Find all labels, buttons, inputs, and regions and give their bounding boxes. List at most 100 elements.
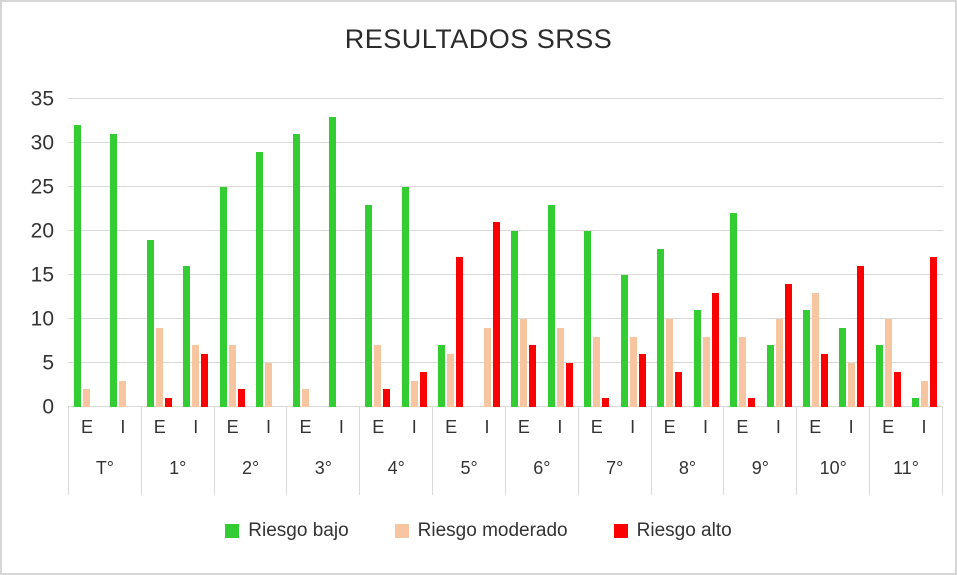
x-group-label: 4°: [387, 458, 405, 478]
y-tick-label: 30: [30, 131, 54, 155]
bar-riesgo-alto: [201, 354, 209, 407]
bar-riesgo-bajo: [146, 239, 154, 407]
x-subgroup-label: I: [775, 417, 781, 437]
bar-riesgo-bajo: [839, 327, 847, 407]
x-axis-cell-4: E I 4°: [359, 407, 432, 495]
bar-riesgo-moderado: [119, 380, 127, 407]
bar-riesgo-bajo: [183, 266, 191, 407]
x-subgroup-label: I: [120, 417, 126, 437]
y-tick-label: 35: [30, 87, 54, 111]
bar-group-T: [68, 99, 141, 407]
x-subgroup-label: I: [848, 417, 854, 437]
subgroup-E: [214, 99, 250, 407]
x-axis-cell-5: E I 5°: [432, 407, 505, 495]
legend-item-riesgo-bajo: Riesgo bajo: [225, 520, 349, 542]
gridline: [68, 142, 943, 143]
bar-riesgo-bajo: [219, 187, 227, 407]
bar-riesgo-moderado: [739, 336, 747, 407]
legend-swatch-riesgo-alto: [613, 524, 628, 538]
bar-riesgo-bajo: [766, 345, 774, 407]
subgroup-I: [177, 99, 213, 407]
x-subgroup-label: E: [517, 417, 530, 437]
bar-riesgo-bajo: [292, 134, 300, 407]
x-subgroup-label: E: [590, 417, 603, 437]
bar-riesgo-moderado: [848, 363, 856, 407]
x-axis-cell-10: E I 10°: [796, 407, 869, 495]
x-subgroup-label: I: [484, 417, 490, 437]
bar-riesgo-bajo: [802, 310, 810, 407]
bar-riesgo-moderado: [666, 319, 674, 407]
x-subgroup-label: E: [445, 417, 458, 437]
legend-label: Riesgo alto: [636, 520, 732, 541]
x-subgroup-label: E: [372, 417, 385, 437]
x-subgroup-label: E: [882, 417, 895, 437]
x-subgroup-label: I: [338, 417, 344, 437]
bar-riesgo-moderado: [374, 345, 382, 407]
bar-riesgo-alto: [930, 257, 938, 407]
bar-riesgo-moderado: [483, 327, 491, 407]
x-group-label: 9°: [751, 458, 769, 478]
x-axis-cell-6: E I 6°: [504, 407, 578, 495]
bar-riesgo-alto: [164, 398, 172, 407]
subgroup-I: [834, 99, 870, 407]
subgroup-E: [797, 99, 833, 407]
x-group-label: 5°: [460, 458, 478, 478]
bar-riesgo-moderado: [593, 336, 601, 407]
subgroup-E: [360, 99, 396, 407]
x-group-label: 1°: [169, 458, 187, 478]
x-group-label: 3°: [314, 458, 332, 478]
bar-riesgo-bajo: [256, 151, 264, 407]
x-subgroup-label: E: [80, 417, 93, 437]
bar-group-7: [578, 99, 651, 407]
bar-group-4: [360, 99, 433, 407]
x-group-label: 10°: [819, 458, 847, 478]
bar-riesgo-moderado: [265, 363, 273, 407]
bar-riesgo-bajo: [693, 310, 701, 407]
x-axis-cell-T: E I T°: [68, 407, 141, 495]
subgroup-E: [724, 99, 760, 407]
gridline: [68, 318, 943, 319]
subgroup-I: [104, 99, 140, 407]
x-group-label: 2°: [241, 458, 260, 478]
bar-group-1: [141, 99, 214, 407]
bar-riesgo-bajo: [401, 187, 409, 407]
bar-riesgo-alto: [383, 389, 391, 407]
bar-riesgo-bajo: [365, 204, 373, 407]
x-axis-cell-3: E I 3°: [286, 407, 359, 495]
subgroup-I: [688, 99, 724, 407]
subgroup-I: [250, 99, 286, 407]
bar-riesgo-bajo: [547, 204, 555, 407]
bar-group-6: [506, 99, 579, 407]
legend-item-riesgo-alto: Riesgo alto: [613, 520, 732, 542]
subgroup-I: [615, 99, 651, 407]
x-axis-cell-9: E I 9°: [723, 407, 796, 495]
x-axis-cell-2: E I 2°: [213, 407, 287, 495]
y-tick-label: 10: [30, 307, 54, 331]
subgroup-E: [68, 99, 104, 407]
bar-riesgo-alto: [237, 389, 245, 407]
bar-riesgo-alto: [529, 345, 537, 407]
bar-riesgo-moderado: [301, 389, 309, 407]
legend-label: Riesgo bajo: [248, 520, 349, 541]
x-group-label: 6°: [533, 458, 551, 478]
subgroup-I: [396, 99, 432, 407]
x-group-label: 11°: [893, 458, 919, 478]
x-subgroup-label: I: [411, 417, 417, 437]
bar-riesgo-alto: [456, 257, 464, 407]
bar-riesgo-moderado: [921, 380, 929, 407]
bar-riesgo-alto: [784, 283, 792, 407]
bar-group-10: [797, 99, 870, 407]
gridline: [68, 186, 943, 187]
bar-riesgo-bajo: [110, 134, 118, 407]
legend: Riesgo bajo Riesgo moderado Riesgo alto: [2, 520, 955, 542]
bar-riesgo-alto: [492, 222, 500, 407]
bar-riesgo-bajo: [584, 231, 592, 407]
subgroup-E: [433, 99, 469, 407]
